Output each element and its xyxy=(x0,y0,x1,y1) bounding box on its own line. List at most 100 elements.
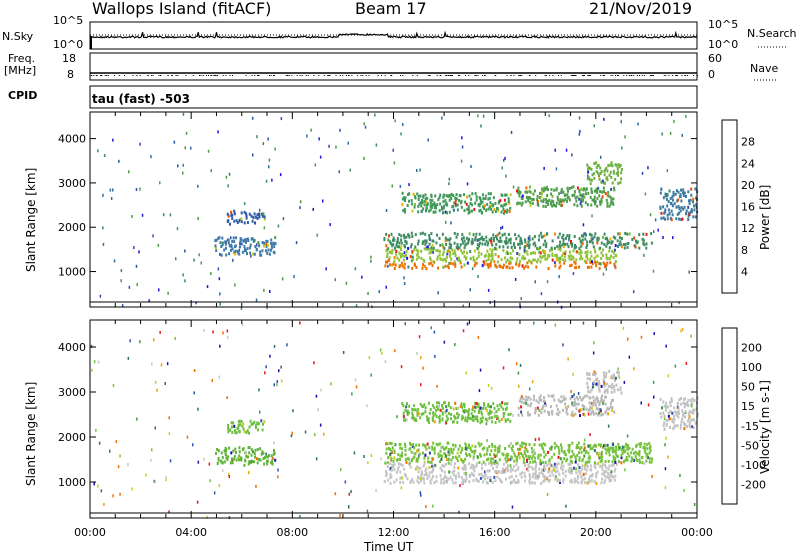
power-echo-cell xyxy=(551,252,554,256)
power-echo-cell xyxy=(505,239,508,243)
nave-dot xyxy=(675,75,677,76)
power-echo-cell xyxy=(557,235,560,239)
velocity-echo-cell xyxy=(399,446,402,450)
velocity-noise-cell xyxy=(640,401,642,405)
velocity-echo-cell xyxy=(555,412,558,416)
velocity-echo-cell xyxy=(215,451,217,455)
velocity-echo-cell xyxy=(555,465,558,469)
power-noise-cell xyxy=(662,236,664,239)
power-echo-cell xyxy=(394,263,397,267)
power-noise-cell xyxy=(620,120,622,124)
velocity-echo-cell xyxy=(680,420,683,424)
velocity-echo-cell xyxy=(576,443,579,447)
power-echo-cell xyxy=(612,197,615,201)
velocity-colorbar-tick: -15 xyxy=(741,420,759,433)
velocity-echo-cell xyxy=(607,407,610,411)
nave-dot xyxy=(390,75,392,76)
velocity-echo-cell xyxy=(628,446,631,450)
power-echo-cell xyxy=(561,243,564,247)
velocity-echo-cell xyxy=(538,471,541,475)
nave-dot xyxy=(132,75,134,76)
power-echo-cell xyxy=(547,267,550,271)
velocity-echo-cell xyxy=(262,422,264,426)
velocity-echo-cell xyxy=(401,463,404,467)
velocity-echo-cell xyxy=(551,412,554,416)
power-noise-cell xyxy=(637,122,639,126)
velocity-echo-cell xyxy=(473,450,476,453)
power-echo-cell xyxy=(599,200,601,204)
velocity-echo-cell xyxy=(524,399,527,403)
velocity-echo-cell xyxy=(411,445,414,449)
velocity-echo-cell xyxy=(490,405,492,409)
velocity-echo-cell xyxy=(399,476,402,480)
power-noise-cell xyxy=(255,298,258,302)
power-echo-cell xyxy=(457,258,460,262)
velocity-noise-cell xyxy=(112,494,114,498)
velocity-echo-cell xyxy=(462,409,465,413)
power-echo-cell xyxy=(384,264,387,268)
power-echo-cell xyxy=(487,255,490,259)
power-echo-cell xyxy=(666,193,669,197)
velocity-echo-cell xyxy=(385,451,388,455)
power-echo-cell xyxy=(693,204,695,208)
power-echo-cell xyxy=(455,193,458,197)
power-echo-cell xyxy=(393,259,396,263)
velocity-echo-cell xyxy=(489,453,492,456)
power-echo-cell xyxy=(493,260,496,264)
power-noise-cell xyxy=(310,128,312,132)
power-echo-cell xyxy=(492,236,495,240)
nave-dot xyxy=(313,75,315,76)
velocity-echo-cell xyxy=(684,402,686,406)
power-echo-cell xyxy=(259,250,262,254)
power-echo-cell xyxy=(419,194,422,198)
velocity-echo-cell xyxy=(569,397,572,401)
power-echo-cell xyxy=(423,247,426,251)
velocity-echo-cell xyxy=(660,415,663,419)
power-echo-cell xyxy=(608,240,611,244)
velocity-echo-cell xyxy=(544,467,547,471)
power-echo-cell xyxy=(265,239,268,243)
velocity-echo-cell xyxy=(403,467,406,471)
velocity-echo-cell xyxy=(590,410,593,414)
velocity-echo-cell xyxy=(235,431,238,435)
power-echo-cell xyxy=(401,264,404,268)
velocity-echo-cell xyxy=(518,399,521,403)
power-echo-cell xyxy=(429,201,432,205)
velocity-echo-cell xyxy=(471,444,474,448)
velocity-echo-cell xyxy=(670,397,673,401)
power-echo-cell xyxy=(239,237,242,240)
velocity-echo-cell xyxy=(250,423,253,427)
power-echo-cell xyxy=(429,208,432,212)
power-echo-cell xyxy=(659,205,662,209)
nave-dot xyxy=(377,75,379,76)
velocity-noise-cell xyxy=(665,436,667,440)
power-echo-cell xyxy=(431,203,434,206)
velocity-echo-cell xyxy=(586,460,589,464)
velocity-echo-cell xyxy=(540,481,543,485)
velocity-echo-cell xyxy=(598,411,601,415)
power-noise-cell xyxy=(641,171,644,175)
power-echo-cell xyxy=(638,246,641,250)
power-echo-cell xyxy=(617,170,619,174)
velocity-echo-cell xyxy=(487,412,490,416)
velocity-echo-cell xyxy=(565,410,568,414)
power-echo-cell xyxy=(609,163,612,167)
nave-dot xyxy=(639,75,641,76)
power-noise-cell xyxy=(367,292,369,295)
velocity-echo-cell xyxy=(574,457,577,461)
velocity-noise-cell xyxy=(487,384,490,387)
velocity-echo-cell xyxy=(588,477,591,481)
velocity-echo-cell xyxy=(625,455,628,459)
power-noise-cell xyxy=(128,285,131,289)
velocity-echo-cell xyxy=(648,457,651,460)
power-echo-cell xyxy=(544,257,547,261)
velocity-echo-cell xyxy=(579,470,582,474)
nave-dot xyxy=(329,75,331,76)
power-echo-cell xyxy=(527,244,530,247)
velocity-echo-cell xyxy=(464,457,467,461)
velocity-echo-cell xyxy=(555,463,558,466)
velocity-noise-cell xyxy=(314,433,316,437)
nave-dot xyxy=(477,75,479,76)
power-panel-frame xyxy=(89,111,698,308)
velocity-echo-cell xyxy=(592,373,595,376)
